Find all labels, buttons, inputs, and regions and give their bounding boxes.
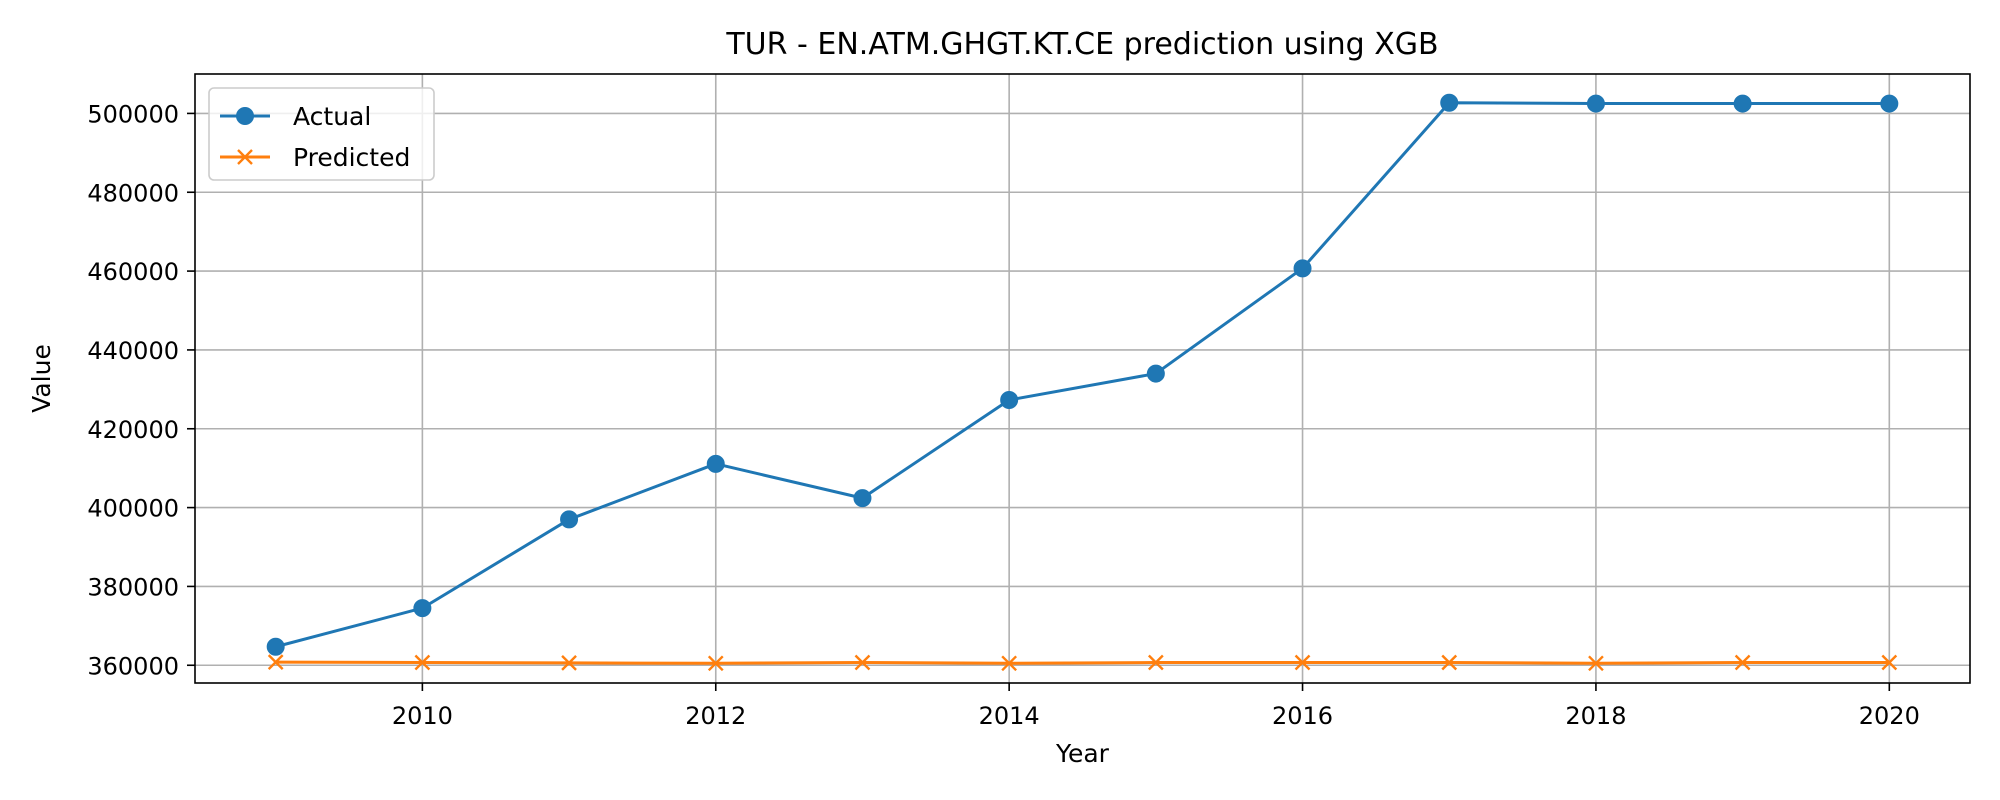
- actual-point: [560, 510, 579, 529]
- predicted-point: [1147, 654, 1164, 671]
- actual-line: [275, 101, 1890, 649]
- x-marker-stroke: [1881, 654, 1898, 671]
- actual-point: [1000, 390, 1019, 409]
- actual-point: [853, 489, 872, 508]
- actual-point: [1293, 259, 1312, 278]
- legend-predicted-label: Predicted: [293, 143, 410, 172]
- y-tick-label: 500000: [87, 100, 179, 128]
- grid-lines: [195, 74, 1970, 683]
- actual-point: [1733, 94, 1752, 113]
- x-tick-label: 2018: [1565, 702, 1626, 730]
- y-tick-label: 360000: [87, 652, 179, 680]
- legend-predicted-marker: [237, 149, 253, 165]
- predicted-point: [267, 654, 284, 670]
- chart-title: TUR - EN.ATM.GHGT.KT.CE prediction using…: [725, 27, 1438, 62]
- x-tick-label: 2016: [1272, 702, 1333, 730]
- actual-point: [1586, 94, 1605, 113]
- predicted-point: [1734, 654, 1751, 671]
- x-marker-stroke: [1147, 654, 1164, 671]
- y-axis-label: Value: [27, 344, 56, 413]
- actual-point: [1880, 94, 1899, 113]
- actual-point: [1440, 93, 1459, 112]
- x-tick-label: 2014: [979, 702, 1040, 730]
- y-tick-label: 400000: [87, 495, 179, 523]
- predicted-series: [267, 654, 1898, 672]
- y-tick-label: 440000: [87, 337, 179, 365]
- axis-ticks: 2010 2012 2014 2016 2018 2020 360000 380000 4000…: [87, 100, 1919, 730]
- predicted-point: [854, 654, 871, 671]
- y-tick-label: 460000: [87, 258, 179, 286]
- x-marker-stroke: [707, 655, 724, 672]
- predicted-point: [1441, 654, 1458, 671]
- x-marker-stroke: [1588, 655, 1604, 672]
- predicted-point: [1588, 655, 1604, 672]
- x-marker-stroke: [237, 149, 253, 165]
- x-tick-label: 2012: [685, 702, 746, 730]
- predicted-point: [414, 654, 431, 671]
- y-tick-label: 480000: [87, 179, 179, 207]
- legend-actual-marker: [236, 107, 254, 125]
- actual-point: [706, 454, 725, 473]
- predicted-point: [707, 655, 724, 672]
- x-tick-label: 2020: [1859, 702, 1920, 730]
- y-tick-label: 420000: [87, 416, 179, 444]
- x-marker-stroke: [1441, 654, 1458, 671]
- x-marker-stroke: [414, 654, 431, 671]
- predicted-point: [1881, 654, 1898, 671]
- legend: Actual Predicted: [208, 87, 435, 181]
- x-marker-stroke: [1001, 655, 1018, 672]
- actual-point: [413, 599, 432, 618]
- actual-point: [1146, 364, 1165, 383]
- series-layer: [266, 93, 1899, 672]
- x-axis-label: Year: [1055, 739, 1110, 768]
- predicted-point: [1294, 654, 1311, 671]
- predicted-point: [561, 655, 577, 671]
- plot-area-frame: [194, 73, 1971, 684]
- x-marker-stroke: [854, 654, 871, 671]
- x-marker-stroke: [1294, 654, 1311, 671]
- actual-point: [266, 637, 285, 656]
- x-marker-stroke: [1734, 654, 1751, 671]
- predicted-point: [1001, 655, 1018, 672]
- y-tick-label: 380000: [87, 573, 179, 601]
- x-tick-label: 2010: [392, 702, 453, 730]
- predicted-line: [275, 660, 1890, 665]
- x-marker-stroke: [561, 655, 577, 671]
- legend-actual-label: Actual: [293, 102, 371, 131]
- x-marker-stroke: [267, 654, 284, 670]
- actual-series: [266, 93, 1899, 656]
